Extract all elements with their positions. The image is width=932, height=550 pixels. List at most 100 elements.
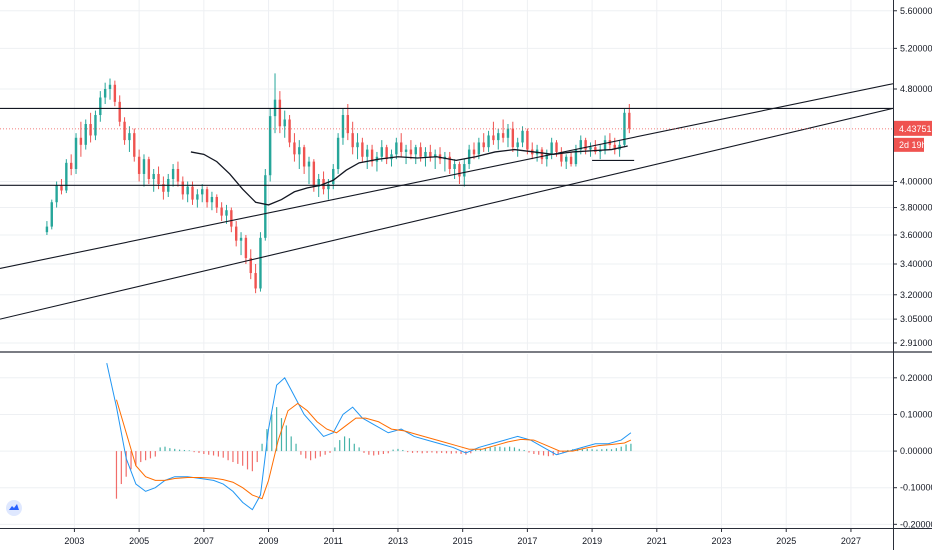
- histogram-bar: [533, 451, 535, 455]
- candle-body: [103, 88, 107, 98]
- histogram-bar: [538, 451, 540, 455]
- histogram-bar: [261, 443, 263, 452]
- candle-body: [74, 137, 78, 169]
- histogram-bar: [310, 451, 312, 461]
- x-tick-label: 2009: [259, 536, 279, 546]
- candle-body: [521, 130, 524, 143]
- histogram-bar: [562, 451, 564, 454]
- candle-body: [239, 237, 243, 241]
- candle-body: [448, 156, 451, 169]
- last-price-badge[interactable]: [894, 120, 932, 136]
- histogram-bar: [193, 451, 195, 453]
- histogram-bar: [591, 449, 593, 452]
- candle-body: [366, 149, 369, 157]
- candle-body: [429, 151, 432, 157]
- candle-body: [453, 164, 456, 169]
- histogram-bar: [305, 451, 307, 459]
- y-tick-label: 3.20000: [900, 290, 932, 300]
- histogram-bar: [416, 451, 418, 453]
- histogram-bar: [606, 448, 608, 452]
- candle-body: [162, 184, 165, 192]
- candle-body: [472, 149, 476, 155]
- histogram-bar: [295, 443, 297, 452]
- histogram-bar: [436, 451, 438, 454]
- candle-body: [613, 144, 616, 150]
- candle-body: [356, 142, 359, 148]
- candle-body: [142, 159, 146, 174]
- candle-body: [196, 194, 199, 200]
- histogram-bar: [581, 449, 583, 452]
- grid-lines: [0, 0, 893, 528]
- candle-body: [361, 142, 364, 157]
- candle-body: [65, 162, 68, 191]
- indicator-line-orange: [115, 399, 632, 500]
- candle-body: [69, 162, 73, 169]
- indicator-pane[interactable]: [106, 363, 632, 511]
- histogram-bar: [475, 449, 477, 452]
- histogram-bar: [188, 450, 190, 452]
- candle-body: [113, 84, 117, 102]
- candle-body: [574, 149, 578, 165]
- candle-body: [215, 196, 218, 208]
- candle-body: [390, 154, 393, 160]
- histogram-bar: [586, 448, 588, 452]
- candle-body: [628, 112, 631, 129]
- histogram-bar: [130, 451, 132, 470]
- candle-body: [307, 161, 311, 167]
- histogram-bar: [504, 447, 506, 452]
- histogram-bar: [397, 448, 399, 452]
- histogram-bar: [120, 451, 122, 485]
- candle-body: [79, 137, 83, 145]
- indicator-y-tick-label: 0.00000: [900, 446, 932, 456]
- candle-body: [414, 147, 417, 155]
- histogram-bar: [489, 447, 491, 452]
- histogram-bar: [596, 449, 598, 452]
- histogram-bar: [125, 451, 127, 477]
- candle-body: [327, 184, 330, 190]
- candle-body: [278, 99, 282, 127]
- histogram-bar: [402, 449, 404, 452]
- candle-body: [288, 119, 291, 143]
- candle-body: [123, 121, 126, 141]
- histogram-bar: [528, 451, 530, 453]
- candle-body: [404, 149, 408, 152]
- candle-body: [230, 210, 233, 227]
- candle-body: [99, 97, 102, 116]
- candle-body: [603, 140, 607, 150]
- candle-body: [336, 137, 340, 169]
- candle-body: [409, 149, 413, 155]
- histogram-bar: [450, 451, 452, 454]
- candle-body: [594, 147, 597, 152]
- histogram-bar: [470, 451, 472, 454]
- candle-body: [497, 133, 500, 141]
- y-tick-label: 5.60000: [900, 6, 932, 16]
- candle-body: [249, 258, 252, 274]
- candle-body: [569, 156, 573, 165]
- histogram-bar: [363, 451, 365, 453]
- tradingview-logo-icon[interactable]: [6, 500, 22, 516]
- trend-line: [0, 83, 894, 270]
- candle-body: [60, 185, 63, 191]
- histogram-bar: [610, 449, 613, 452]
- price-pane[interactable]: [0, 73, 894, 320]
- histogram-bar: [232, 451, 234, 463]
- histogram-bar: [567, 449, 569, 452]
- candle-body: [477, 142, 481, 155]
- histogram-bar: [329, 451, 331, 453]
- histogram-bar: [242, 451, 244, 466]
- candle-body: [210, 196, 214, 203]
- candle-body: [400, 142, 403, 152]
- histogram-bar: [387, 451, 389, 454]
- candle-body: [171, 168, 175, 179]
- candle-body: [351, 133, 354, 148]
- histogram-bar: [276, 407, 278, 452]
- candle-body: [419, 147, 422, 157]
- histogram-bar: [353, 443, 355, 452]
- histogram-bar: [407, 451, 409, 453]
- histogram-bar: [285, 425, 287, 452]
- y-tick-label: 3.80000: [900, 203, 932, 213]
- histogram-bar: [212, 451, 215, 456]
- histogram-bar: [237, 451, 239, 464]
- candle-body: [293, 142, 296, 155]
